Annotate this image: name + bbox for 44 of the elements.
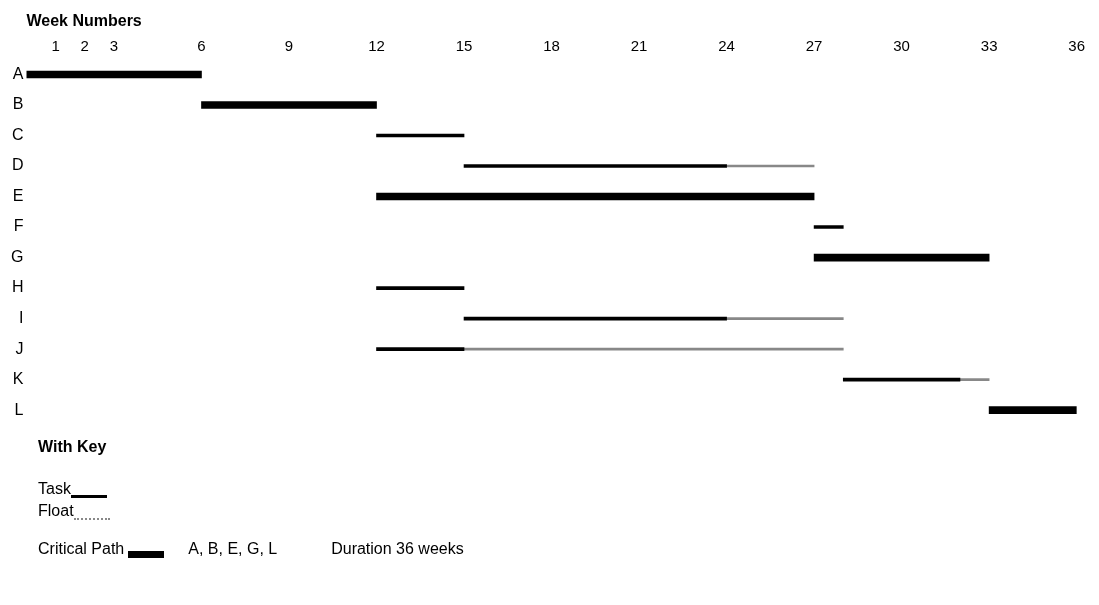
text: Duration 36 weeks <box>331 540 464 558</box>
x-tick-label: 24 <box>718 37 735 55</box>
x-tick-label: 2 <box>80 37 89 55</box>
text: A, B, E, G, L <box>188 540 278 558</box>
y-tick-label: K <box>12 370 24 388</box>
bar <box>463 164 727 168</box>
y-tick-label: C <box>11 125 24 143</box>
bar <box>26 70 202 79</box>
y-tick-label: F <box>13 217 24 235</box>
y-tick-label: D <box>11 156 24 174</box>
x-axis-title: Week Numbers <box>26 12 142 30</box>
legend-label: Task <box>38 480 71 497</box>
x-tick-label: 33 <box>980 37 998 55</box>
x-tick-label: 15 <box>455 37 473 55</box>
x-tick-label: 21 <box>630 37 648 55</box>
x-tick-label: 18 <box>543 37 560 55</box>
legend-label: Float <box>38 502 74 519</box>
x-tick-label: 12 <box>368 37 385 55</box>
x-tick-label: 30 <box>893 37 910 55</box>
y-tick-label: B <box>12 95 24 113</box>
bar <box>726 317 844 320</box>
x-tick-label: 9 <box>284 37 294 55</box>
bar <box>201 101 377 109</box>
y-tick-label: H <box>11 278 24 296</box>
bar <box>376 286 465 290</box>
y-tick-label: L <box>14 400 24 418</box>
y-tick-label: E <box>12 186 24 204</box>
legend-title: With Key <box>38 438 108 456</box>
bar <box>813 253 990 262</box>
y-tick-label: A <box>12 64 24 82</box>
x-tick-label: 6 <box>197 37 206 55</box>
bar <box>813 225 844 229</box>
legend-label: Critical Path <box>38 540 125 557</box>
y-tick-label: J <box>15 339 24 357</box>
bar <box>376 347 465 351</box>
bar <box>376 192 815 201</box>
x-tick-label: 27 <box>805 37 823 55</box>
y-tick-label: I <box>18 309 24 326</box>
x-tick-label: 1 <box>51 37 60 55</box>
bar <box>988 406 1077 414</box>
bar <box>959 378 990 381</box>
y-tick-label: G <box>10 247 24 265</box>
x-tick-label: 3 <box>109 37 119 55</box>
x-tick-label: 36 <box>1068 37 1085 55</box>
